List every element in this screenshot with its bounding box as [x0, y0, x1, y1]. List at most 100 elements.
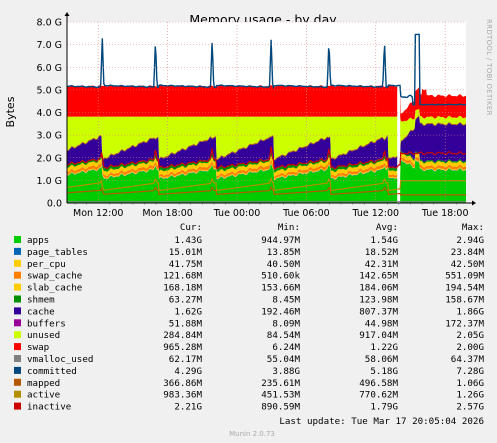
legend-max: 2.05G [456, 330, 484, 341]
legend-header: Avg: [376, 222, 398, 233]
y-tick-label: 6.0 G [37, 63, 63, 74]
legend-swatch-unused [14, 331, 21, 339]
legend-avg: 807.37M [359, 306, 398, 317]
legend-name: vmalloc_used [27, 354, 93, 365]
legend-max: 1.86G [456, 306, 484, 317]
legend-avg: 496.58M [359, 378, 398, 389]
legend-min: 153.66M [261, 283, 300, 294]
legend-min: 8.09M [272, 318, 300, 329]
line-inactive [67, 146, 466, 170]
area-cache [67, 116, 466, 170]
x-tick-label: Tue 00:00 [213, 208, 261, 219]
legend-swatch-apps [14, 236, 21, 243]
legend-swatch-committed [14, 366, 21, 374]
legend-min: 40.50M [267, 259, 301, 270]
y-tick-label: 8.0 G [37, 18, 63, 29]
legend-swatch-vmalloc_used [14, 355, 21, 362]
legend-name: mapped [27, 378, 60, 389]
last-update: Last update: Tue Mar 17 20:05:04 2026 [279, 416, 484, 427]
legend-cur: 284.84M [163, 330, 202, 341]
legend-avg: 123.98M [359, 295, 398, 306]
legend-avg: 184.06M [359, 283, 398, 294]
legend-max: 2.00G [456, 342, 484, 353]
legend: Cur: Min: Avg: Max: apps 1.43G 944.97M 1.54G 2.9… [14, 222, 484, 413]
legend-cur: 366.86M [163, 378, 202, 389]
legend-swatch-page_tables [14, 247, 21, 255]
y-tick-label: 4.0 G [37, 108, 63, 119]
y-tick-label: 3.0 G [37, 131, 63, 142]
line-active [67, 176, 466, 192]
legend-name: inactive [27, 402, 71, 413]
legend-cur: 121.68M [163, 271, 202, 282]
legend-name: committed [27, 366, 77, 377]
legend-swatch-slab_cache [14, 283, 21, 291]
legend-avg: 1.22G [370, 342, 398, 353]
legend-avg: 18.52M [365, 247, 399, 258]
legend-swatch-swap [14, 343, 21, 351]
legend-max: 7.28G [456, 366, 484, 377]
legend-header: Min: [278, 222, 300, 233]
legend-avg: 58.06M [365, 354, 399, 365]
legend-cur: 51.88M [169, 318, 203, 329]
area-unused [67, 108, 466, 160]
legend-name: page_tables [27, 247, 88, 258]
area-shmem [67, 150, 466, 173]
y-tick-label: 2.0 G [37, 153, 63, 164]
legend-max: 194.54M [445, 283, 484, 294]
legend-swatch-buffers [14, 319, 21, 327]
legend-cur: 63.27M [169, 295, 203, 306]
legend-cur: 983.36M [163, 390, 202, 401]
legend-min: 84.54M [267, 330, 301, 341]
x-axis-arrow [472, 200, 476, 206]
legend-min: 890.59M [261, 402, 300, 413]
legend-max: 172.37M [445, 318, 484, 329]
x-tick-label: Tue 06:00 [282, 208, 330, 219]
legend-header: Cur: [180, 222, 202, 233]
legend-name: cache [27, 306, 55, 317]
area-swap_cache [67, 155, 466, 179]
legend-avg: 917.04M [359, 330, 398, 341]
legend-name: slab_cache [27, 283, 82, 294]
legend-max: 1.06G [456, 378, 484, 389]
legend-max: 23.84M [451, 247, 485, 258]
legend-name: shmem [27, 295, 55, 306]
x-tick-label: Mon 18:00 [142, 208, 192, 219]
x-tick-label: Tue 12:00 [351, 208, 399, 219]
legend-max: 2.94G [456, 235, 484, 246]
legend-min: 3.88G [272, 366, 300, 377]
area-slab_cache [67, 151, 466, 177]
area-per_cpu [67, 158, 466, 180]
legend-min: 8.45M [272, 295, 300, 306]
legend-swatch-swap_cache [14, 271, 21, 279]
legend-cur: 1.43G [174, 235, 202, 246]
legend-cur: 62.17M [169, 354, 203, 365]
legend-cur: 1.62G [174, 306, 202, 317]
line-mapped [67, 185, 466, 196]
y-tick-label: 1.0 G [37, 176, 63, 187]
legend-swatch-mapped [14, 378, 21, 386]
legend-name: per_cpu [27, 259, 66, 270]
legend-max: 64.37M [451, 354, 485, 365]
legend-cur: 965.28M [163, 342, 202, 353]
legend-cur: 41.75M [169, 259, 203, 270]
tick-labels: 0.0 1.0 G 2.0 G 3.0 G 4.0 G 5.0 G 6.0 G 7.0 G 8.… [37, 18, 469, 220]
legend-max: 158.67M [445, 295, 484, 306]
rrdtool-credit: RRDTOOL / TOBI OETIKER [485, 19, 493, 116]
legend-avg: 1.79G [370, 402, 398, 413]
legend-min: 944.97M [261, 235, 300, 246]
legend-min: 13.85M [267, 247, 301, 258]
area-page_tables [67, 159, 466, 181]
legend-swatch-shmem [14, 295, 21, 303]
legend-min: 451.53M [261, 390, 300, 401]
y-tick-label: 0.0 [47, 199, 62, 210]
y-axis-arrow [64, 12, 70, 16]
legend-min: 55.04M [267, 354, 301, 365]
legend-avg: 770.62M [359, 390, 398, 401]
data-gap [397, 22, 401, 203]
legend-swatch-cache [14, 307, 21, 315]
legend-name: unused [27, 330, 60, 341]
legend-max: 2.57G [456, 402, 484, 413]
grid-lines [67, 21, 466, 205]
legend-name: apps [27, 235, 49, 246]
